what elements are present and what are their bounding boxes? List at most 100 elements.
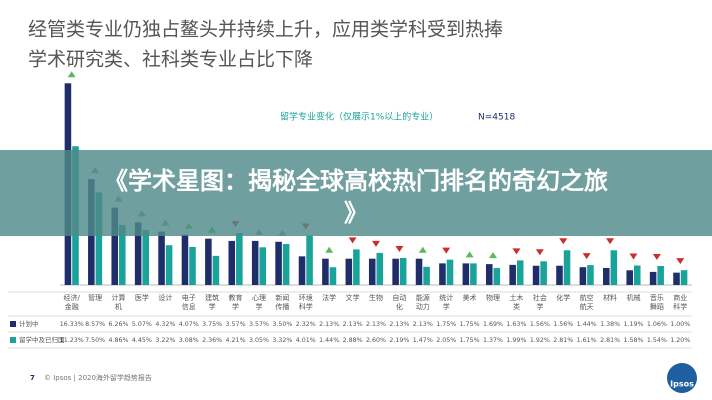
value-label: 5.07% (132, 321, 152, 328)
bar (275, 241, 282, 285)
x-tick-label: 能源动力 (416, 293, 430, 311)
trend-down (606, 238, 615, 245)
bar (329, 267, 337, 285)
x-tick-label: 音乐舞蹈 (650, 293, 664, 311)
x-tick-label: 自动化 (392, 293, 406, 311)
x-tick-label: 生物 (369, 293, 383, 302)
trend-down (442, 247, 451, 254)
bar (259, 247, 267, 285)
x-tick-label: 法学 (322, 293, 336, 302)
value-label: 4.32% (155, 321, 175, 328)
trend-down (676, 258, 685, 265)
page-number: 7 (30, 374, 35, 382)
trend-down (535, 249, 544, 256)
annotation: N=4518 (478, 113, 515, 123)
value-label: 2.13% (366, 321, 386, 328)
x-tick-label: 计算机 (112, 293, 126, 311)
value-label: 2.13% (413, 321, 433, 328)
value-label: 1.44% (577, 321, 597, 328)
value-label: 1.37% (483, 337, 503, 344)
banner-title: 《学术星图：揭秘全球高校热门排名的奇幻之旅》 (104, 167, 608, 227)
value-label: 1.58% (623, 337, 643, 344)
bar (251, 240, 259, 285)
x-tick-label: 教育学 (229, 293, 243, 311)
legend-swatch (10, 321, 16, 327)
x-tick-label: 电子信息 (182, 293, 196, 311)
x-tick-label: 材料 (603, 293, 617, 302)
x-tick-label: 机械 (626, 293, 640, 302)
value-label: 2.05% (436, 337, 456, 344)
bar (556, 265, 563, 285)
legend-label: 留学中及已归国 (19, 335, 65, 344)
bar (532, 265, 540, 285)
value-label: 1.38% (600, 321, 620, 328)
trend-down (372, 240, 380, 247)
bar (134, 222, 142, 285)
bar (563, 250, 571, 285)
bar (649, 271, 657, 285)
trend-down (512, 248, 521, 255)
bar (111, 207, 119, 285)
value-label: 2.81% (553, 337, 573, 344)
value-label: 2.88% (343, 337, 363, 344)
x-tick-label: 统计学 (439, 293, 453, 311)
value-label: 8.57% (85, 321, 105, 328)
value-label: 1.69% (483, 321, 503, 328)
value-label: 4.01% (296, 337, 316, 344)
bar (610, 250, 618, 285)
value-label: 3.05% (249, 337, 269, 344)
value-label: 1.56% (530, 321, 550, 328)
value-label: 2.60% (366, 337, 386, 344)
bar (509, 264, 516, 285)
bar (322, 258, 329, 285)
x-tick-label: 文学 (346, 293, 360, 302)
x-tick-label: 医学 (135, 293, 149, 302)
bar (579, 267, 587, 285)
x-tick-label: 社会学 (533, 293, 547, 311)
bar (439, 263, 446, 285)
value-label: 1.44% (319, 337, 339, 344)
trend-down (348, 237, 357, 244)
value-label: 1.75% (460, 337, 480, 344)
value-label: 1.92% (530, 337, 550, 344)
value-label: 4.86% (109, 337, 129, 344)
bar (376, 252, 384, 285)
x-tick-label: 经济/金融 (64, 293, 81, 311)
bar (95, 192, 103, 285)
value-label: 2.32% (296, 321, 316, 328)
bar (587, 265, 594, 285)
x-tick-label: 心理学 (252, 294, 266, 311)
bar (158, 231, 165, 285)
value-label: 1.99% (506, 337, 526, 344)
bar (603, 267, 610, 285)
chart-subtitle: 学术研究类、社科类专业占比下降 (28, 49, 313, 71)
x-tick-label: 建筑学 (205, 293, 219, 311)
trend-up (325, 246, 334, 253)
bar (228, 240, 236, 285)
bar (633, 265, 641, 285)
x-tick-label: 美术 (463, 293, 477, 302)
trend-down (395, 245, 404, 252)
chart-title: 经管类专业仍独占鳌头并持续上升，应用类学科受到热捧 (28, 19, 503, 41)
value-label: 2.13% (389, 321, 409, 328)
x-tick-label: 土木类 (509, 293, 523, 311)
bar (485, 264, 493, 285)
value-label: 1.54% (647, 337, 667, 344)
x-tick-label: 航空航天 (580, 293, 594, 311)
value-label: 4.21% (226, 337, 246, 344)
bar (516, 260, 524, 285)
bar (446, 259, 454, 285)
value-label: 1.56% (553, 321, 573, 328)
bar (282, 243, 290, 285)
value-label: 3.50% (272, 321, 292, 328)
value-label: 6.26% (109, 321, 129, 328)
bar (626, 270, 633, 285)
value-label: 16.33% (60, 321, 84, 328)
bar (142, 230, 149, 285)
annotation: 留学专业变化（仅展示1%以上的专业） (280, 111, 438, 123)
bar (345, 258, 353, 285)
bar (680, 270, 688, 285)
bar (462, 263, 470, 285)
bar (423, 266, 430, 285)
